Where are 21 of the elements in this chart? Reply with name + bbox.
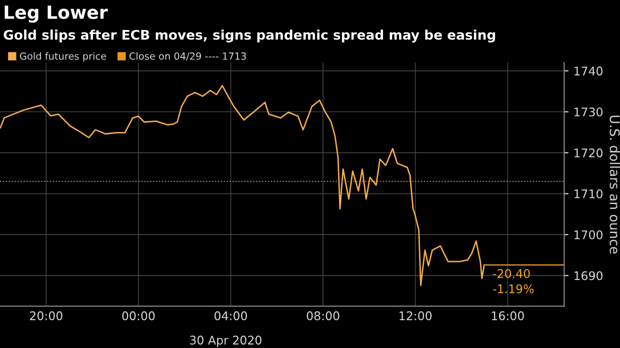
y-tick-label: 1690: [574, 271, 602, 280]
y-axis-title: U.S. dollars an ounce: [610, 116, 620, 254]
annotation: -20.40: [493, 269, 530, 278]
chart-title: Leg Lower: [4, 6, 108, 23]
y-tick-label: 1720: [574, 148, 602, 158]
y-tick-label: 1700: [574, 230, 602, 240]
x-tick-label: 16:00: [492, 311, 524, 320]
x-tick-label: 20:00: [30, 311, 62, 320]
chart-subtitle: Gold slips after ECB moves, signs pandemic spread may be easing: [4, 30, 496, 42]
x-axis-title: 30 Apr 2020: [190, 336, 262, 347]
x-tick-label: 00:00: [122, 311, 155, 320]
x-tick-label: 12:00: [400, 311, 432, 320]
y-tick-label: 1740: [574, 66, 602, 76]
x-tick-label: 04:00: [214, 311, 247, 320]
line-series: [0, 84, 485, 286]
y-tick-label: 1710: [574, 189, 602, 198]
annotation: -1.19%: [493, 284, 534, 294]
legend-label: Close on 04/29 ---- 1713: [129, 52, 246, 61]
y-tick-label: 1730: [574, 107, 602, 116]
legend-label: Gold futures price: [20, 52, 106, 62]
x-tick-label: 08:00: [306, 311, 340, 320]
